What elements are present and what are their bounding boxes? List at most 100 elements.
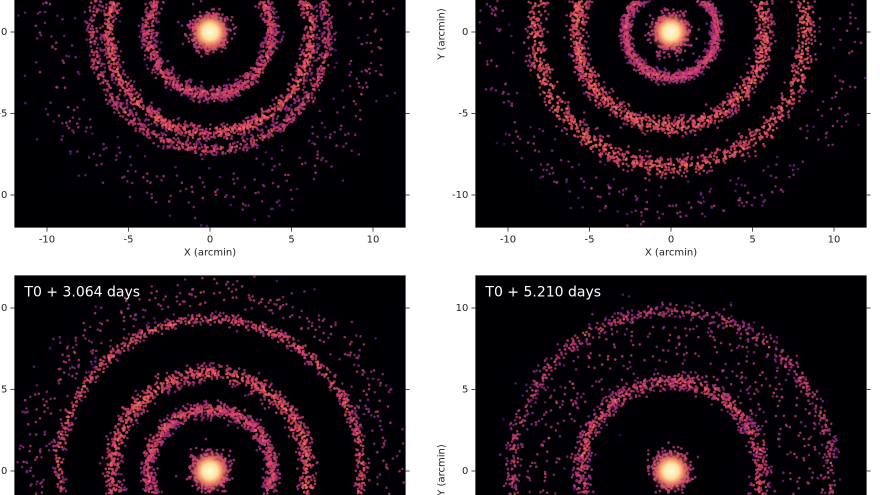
- photon: [716, 24, 719, 28]
- photon: [301, 88, 305, 92]
- photon: [149, 9, 152, 13]
- photon: [300, 7, 303, 11]
- photon: [322, 73, 325, 76]
- photon: [271, 22, 275, 26]
- photon: [145, 63, 149, 67]
- photon: [96, 77, 100, 81]
- photon: [622, 122, 626, 125]
- photon: [647, 72, 650, 76]
- photon: [370, 50, 374, 53]
- photon: [125, 118, 129, 121]
- photon: [186, 24, 190, 27]
- photon: [164, 86, 168, 89]
- photon: [331, 47, 334, 51]
- photon: [236, 177, 239, 180]
- photon: [111, 99, 115, 103]
- photon: [91, 27, 95, 31]
- photon: [149, 181, 152, 184]
- photon: [135, 91, 139, 94]
- photon: [121, 82, 125, 85]
- photon: [107, 48, 111, 51]
- photon: [620, 44, 623, 47]
- photon: [277, 185, 280, 188]
- photon: [360, 70, 364, 73]
- photon: [128, 195, 132, 199]
- photon: [625, 48, 629, 51]
- photon: [154, 71, 157, 74]
- photon: [129, 101, 133, 104]
- photon: [637, 0, 641, 3]
- photon: [315, 59, 318, 62]
- photon: [166, 139, 170, 143]
- photon: [155, 6, 159, 10]
- photon: [200, 80, 204, 84]
- photon: [649, 69, 653, 72]
- photon: [349, 59, 353, 63]
- photon: [219, 147, 222, 151]
- x-axis-label: X (arcmin): [184, 248, 236, 259]
- photon: [354, 102, 358, 106]
- photon: [144, 2, 147, 6]
- photon: [144, 39, 147, 43]
- photon: [174, 165, 177, 169]
- photon: [115, 47, 118, 51]
- x-tick-label: 5: [288, 235, 294, 246]
- photon: [122, 69, 125, 72]
- photon: [250, 133, 253, 136]
- photon: [236, 140, 239, 144]
- photon: [582, 79, 585, 83]
- photon: [172, 141, 175, 144]
- photon: [257, 68, 261, 72]
- photon: [657, 77, 661, 80]
- photon: [257, 51, 261, 54]
- photon: [207, 137, 211, 141]
- photon: [111, 92, 114, 96]
- photon: [164, 125, 168, 129]
- photon: [155, 110, 158, 113]
- photon: [119, 65, 122, 69]
- photon: [307, 30, 310, 34]
- photon: [321, 40, 325, 44]
- photon: [146, 17, 150, 21]
- photon: [50, 45, 54, 48]
- photon: [239, 132, 243, 136]
- photon: [307, 10, 310, 14]
- photon: [233, 32, 236, 35]
- photon: [203, 137, 206, 140]
- photon: [74, 55, 77, 59]
- photon: [311, 125, 314, 129]
- photon: [166, 144, 169, 148]
- photon: [131, 121, 135, 125]
- photon: [629, 29, 633, 32]
- photon: [272, 50, 275, 53]
- photon: [259, 58, 263, 62]
- photon: [111, 5, 114, 9]
- photon: [298, 111, 302, 114]
- photon: [277, 108, 280, 111]
- photon: [106, 26, 109, 29]
- photon: [650, 78, 653, 82]
- photon: [320, 32, 324, 35]
- photon: [102, 147, 106, 151]
- photon: [132, 119, 136, 122]
- photon: [270, 0, 274, 4]
- photon: [272, 6, 275, 10]
- photon: [202, 94, 205, 97]
- photon: [327, 28, 331, 32]
- photon: [184, 33, 187, 37]
- photon: [303, 28, 307, 31]
- photon: [215, 94, 218, 98]
- photon: [691, 70, 695, 73]
- photon: [95, 10, 98, 14]
- photon: [374, 69, 378, 73]
- photon: [156, 72, 160, 76]
- photon: [130, 87, 134, 91]
- photon: [310, 91, 314, 95]
- photon: [275, 10, 278, 14]
- photon: [280, 122, 284, 126]
- photon: [195, 140, 198, 143]
- photon: [697, 60, 701, 63]
- photon: [188, 132, 192, 135]
- photon: [177, 116, 181, 120]
